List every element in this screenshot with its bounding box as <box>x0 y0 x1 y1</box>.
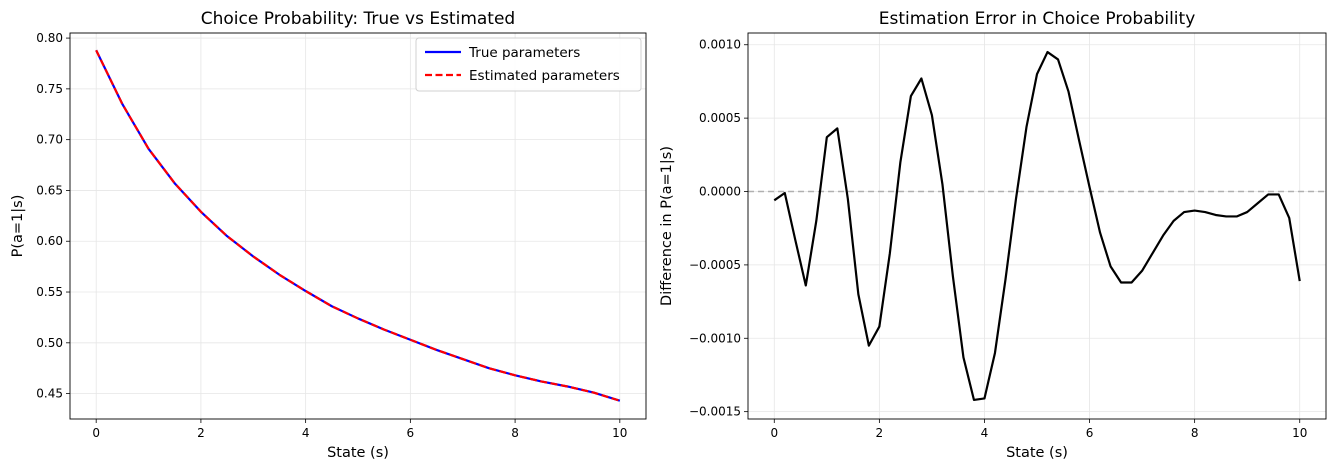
chart-title-right: Estimation Error in Choice Probability <box>879 9 1196 29</box>
y-axis-label-right: Difference in P(a=1|s) <box>659 146 675 306</box>
series-line-error <box>773 50 1301 402</box>
y-tick-label: 0.70 <box>36 133 63 147</box>
y-tick-label: 0.55 <box>36 285 63 299</box>
legend-label-estimated-parameters: Estimated parameters <box>469 68 620 84</box>
x-tick-label: 4 <box>981 426 989 440</box>
x-tick-label: 10 <box>1292 426 1307 440</box>
y-tick-label: −0.0010 <box>689 331 741 345</box>
y-tick-label: −0.0005 <box>689 258 741 272</box>
legend-label-true-parameters: True parameters <box>468 45 580 61</box>
x-tick-label: 6 <box>407 426 415 440</box>
grid-left <box>70 33 646 419</box>
y-tick-label: 0.45 <box>36 387 63 401</box>
plot-area-right <box>748 33 1326 419</box>
y-ticks-left: 0.45 0.50 0.55 0.60 0.65 0.70 0.75 0.80 <box>36 31 70 401</box>
series-line-estimated-parameters <box>95 49 621 402</box>
x-tick-label: 6 <box>1086 426 1094 440</box>
chart-right: 0 2 4 6 8 10 −0.0015 −0.0010 −0.0005 0.0000 0.000… <box>659 9 1327 461</box>
y-tick-label: 0.0010 <box>699 38 741 52</box>
x-tick-label: 4 <box>302 426 310 440</box>
x-ticks-left: 0 2 4 6 8 10 <box>92 419 627 440</box>
x-tick-label: 2 <box>197 426 205 440</box>
series-group-left <box>95 49 621 402</box>
x-tick-label: 0 <box>770 426 778 440</box>
x-tick-label: 10 <box>612 426 627 440</box>
plot-area-left <box>70 33 646 419</box>
x-tick-label: 2 <box>876 426 884 440</box>
y-tick-label: 0.75 <box>36 82 63 96</box>
chart-left: 0 2 4 6 8 10 0.45 0.50 0.55 0.60 0.65 0.70 0.75 0.80… <box>10 9 647 461</box>
series-group-right <box>773 50 1301 402</box>
x-axis-label-left: State (s) <box>327 445 389 461</box>
x-tick-label: 8 <box>511 426 519 440</box>
x-axis-label-right: State (s) <box>1006 445 1068 461</box>
axes-frame-left <box>69 32 647 420</box>
y-tick-label: 0.65 <box>36 183 63 197</box>
y-tick-label: 0.0005 <box>699 111 741 125</box>
y-axis-label-left: P(a=1|s) <box>10 195 26 258</box>
x-tick-label: 0 <box>92 426 100 440</box>
y-ticks-right: −0.0015 −0.0010 −0.0005 0.0000 0.0005 0.0010 <box>689 38 748 419</box>
y-tick-label: 0.60 <box>36 234 63 248</box>
x-tick-label: 8 <box>1191 426 1199 440</box>
legend-box <box>415 37 642 92</box>
y-tick-label: −0.0015 <box>689 405 741 419</box>
y-tick-label: 0.80 <box>36 31 63 45</box>
y-tick-label: 0.50 <box>36 336 63 350</box>
legend: True parameters Estimated parameters <box>415 37 642 92</box>
y-tick-label: 0.0000 <box>699 185 741 199</box>
grid-right <box>748 33 1326 419</box>
axes-frame-right <box>747 32 1327 420</box>
chart-title-left: Choice Probability: True vs Estimated <box>201 9 515 29</box>
x-ticks-right: 0 2 4 6 8 10 <box>770 419 1307 440</box>
